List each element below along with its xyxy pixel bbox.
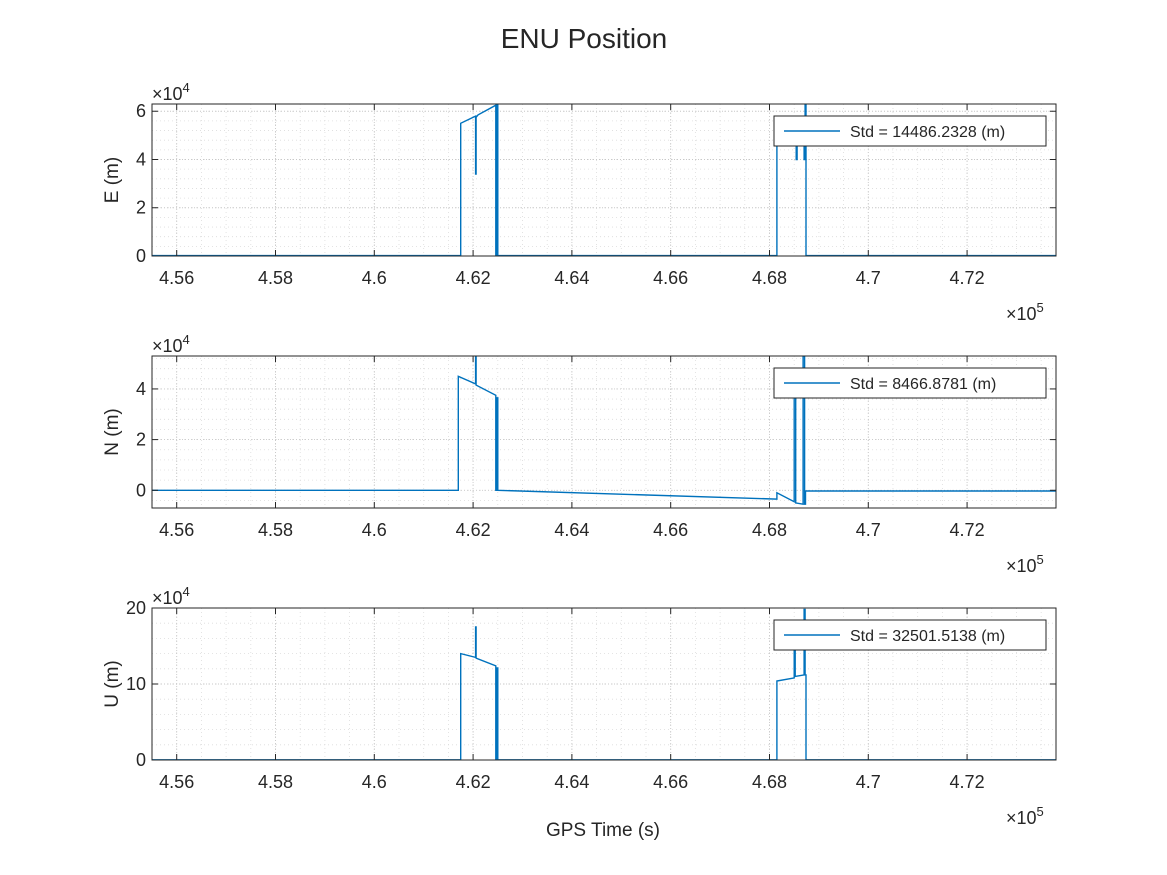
up-x-exponent-power: 5 [1037,804,1044,819]
north-axes: 4.56 4.58 4.6 4.62 4.64 4.66 4.68 4.7 4.72024×10… [102,332,1057,576]
east-legend-label: Std = 14486.2328 (m) [850,124,1005,141]
up-x-tick-label: 4.6 [362,772,387,792]
north-x-tick-label: 4.64 [554,520,589,540]
north-minor-grid [151,356,1056,508]
up-legend-label: Std = 32501.5138 (m) [850,628,1005,645]
east-y-exponent-base: ×10 [152,84,183,104]
up-y-exponent-power: 4 [183,584,190,599]
east-x-tick-label: 4.62 [456,268,491,288]
north-y-tick-label: 4 [136,379,146,399]
up-y-tick-label: 20 [126,598,146,618]
east-x-tick-label: 4.64 [554,268,589,288]
east-x-tick-label: 4.7 [856,268,881,288]
east-y-ticks: 0 2 4 6 [136,101,1056,266]
north-x-tick-label: 4.58 [258,520,293,540]
north-x-tick-label: 4.72 [950,520,985,540]
up-x-tick-label: 4.64 [554,772,589,792]
up-x-tick-label: 4.58 [258,772,293,792]
x-axis-label: GPS Time (s) [546,820,660,841]
east-minor-grid [151,104,1056,257]
north-x-tick-label: 4.6 [362,520,387,540]
up-axes: 4.56 4.58 4.6 4.62 4.64 4.66 4.68 4.7 4.72 0 10 20 ×… [102,584,1057,828]
up-x-tick-label: 4.56 [159,772,194,792]
north-y-tick-label: 2 [136,430,146,450]
north-x-tick-label: 4.66 [653,520,688,540]
north-y-ticks: 0 2 4 [136,379,1056,500]
east-x-tick-label: 4.68 [752,268,787,288]
north-x-tick-label: 4.7 [856,520,881,540]
up-x-exponent: ×105 [1006,804,1044,828]
up-x-ticks: 4.56 4.58 4.6 4.62 4.64 4.66 4.68 4.7 4.72 [159,608,985,792]
up-x-tick-label: 4.7 [856,772,881,792]
up-y-exponent-base: ×10 [152,588,183,608]
north-y-tick-label: 0 [136,480,146,500]
figure-title: ENU Position [501,23,668,54]
north-y-axis-label: N (m) [102,408,123,455]
up-x-exponent-base: ×10 [1006,808,1037,828]
north-legend: Std = 8466.8781 (m) [773,367,1047,399]
east-x-tick-label: 4.72 [950,268,985,288]
axes-layer: 4.56 4.58 4.6 4.62 4.64 4.66 4.68 4.7 4.720246×1… [102,80,1057,828]
east-y-exponent: ×104 [152,80,190,104]
up-legend: Std = 32501.5138 (m) [773,619,1047,651]
east-legend-box [773,115,1047,147]
east-x-exponent: ×105 [1006,300,1044,324]
east-x-ticks: 4.56 4.58 4.6 4.62 4.64 4.66 4.68 4.7 4.72 [159,104,985,288]
up-y-ticks: 0 10 20 [126,598,1056,770]
north-x-ticks: 4.56 4.58 4.6 4.62 4.64 4.66 4.68 4.7 4.72 [159,356,985,540]
north-x-exponent-base: ×10 [1006,556,1037,576]
east-axes-box [151,103,1057,257]
up-x-tick-label: 4.72 [950,772,985,792]
east-y-axis-label: E (m) [102,157,123,203]
east-x-tick-label: 4.6 [362,268,387,288]
north-x-tick-label: 4.62 [456,520,491,540]
east-x-tick-label: 4.66 [653,268,688,288]
up-y-axis-label: U (m) [102,660,123,707]
east-x-tick-label: 4.56 [159,268,194,288]
north-axes-box [151,355,1057,509]
east-x-exponent-base: ×10 [1006,304,1037,324]
east-y-tick-label: 0 [136,246,146,266]
up-y-exponent: ×104 [152,584,190,608]
north-y-exponent-base: ×10 [152,336,183,356]
up-y-tick-label: 0 [136,750,146,770]
north-series-line [152,356,1056,506]
east-y-tick-label: 2 [136,198,146,218]
east-legend: Std = 14486.2328 (m) [773,115,1047,147]
north-x-exponent: ×105 [1006,552,1044,576]
north-x-exponent-power: 5 [1037,552,1044,567]
up-x-tick-label: 4.66 [653,772,688,792]
east-y-exponent-power: 4 [183,80,190,95]
up-x-tick-label: 4.62 [456,772,491,792]
north-y-exponent: ×104 [152,332,190,356]
east-y-tick-label: 6 [136,101,146,121]
north-x-tick-label: 4.68 [752,520,787,540]
east-y-tick-label: 4 [136,149,146,169]
up-x-tick-label: 4.68 [752,772,787,792]
east-x-tick-label: 4.58 [258,268,293,288]
north-x-tick-label: 4.56 [159,520,194,540]
up-y-tick-label: 10 [126,674,146,694]
east-x-exponent-power: 5 [1037,300,1044,315]
north-legend-label: Std = 8466.8781 (m) [850,376,996,393]
east-axes: 4.56 4.58 4.6 4.62 4.64 4.66 4.68 4.7 4.72 0 2 4 6 ×1… [102,80,1057,324]
north-y-exponent-power: 4 [183,332,190,347]
